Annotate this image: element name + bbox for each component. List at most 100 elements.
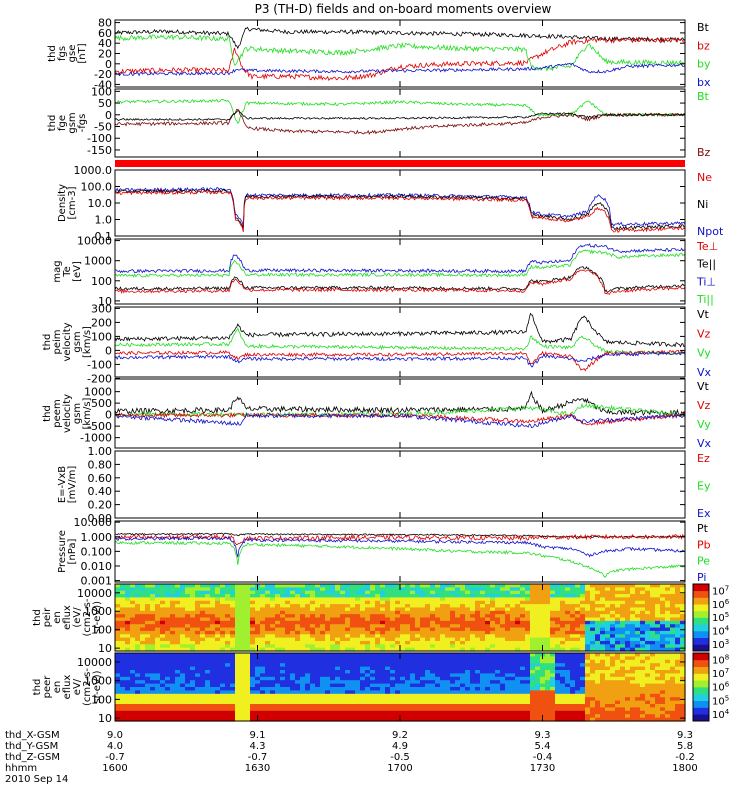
y-tick-label: 0.20 bbox=[88, 499, 113, 512]
spectrogram-cell bbox=[375, 700, 381, 705]
spectrogram-cell bbox=[560, 717, 566, 722]
colorbar-swatch bbox=[693, 624, 709, 632]
spectrogram-cell bbox=[445, 663, 451, 668]
spectrogram-cell bbox=[500, 620, 506, 625]
spectrogram-cell bbox=[460, 659, 466, 664]
spectrogram-cell bbox=[385, 710, 391, 715]
spectrogram-cell bbox=[270, 653, 276, 657]
spectrogram-cell bbox=[470, 634, 476, 639]
spectrogram-cell bbox=[575, 717, 581, 722]
spectrogram-cell bbox=[335, 644, 341, 649]
spectrogram-cell bbox=[530, 663, 536, 668]
spectrogram-cell bbox=[635, 697, 641, 702]
spectrogram-cell bbox=[605, 653, 611, 657]
spectrogram-cell bbox=[675, 617, 681, 622]
spectrogram-cell bbox=[565, 659, 571, 664]
spectrogram-cell bbox=[495, 587, 501, 592]
spectrogram-cell bbox=[130, 693, 136, 698]
spectrogram-cell bbox=[500, 659, 506, 664]
spectrogram-cell bbox=[310, 704, 316, 708]
spectrogram-cell bbox=[225, 624, 231, 629]
spectrogram-cell bbox=[160, 617, 166, 622]
spectrogram-cell bbox=[400, 630, 406, 635]
y-tick-label: 0.100 bbox=[81, 545, 113, 558]
spectrogram-cell bbox=[165, 714, 171, 719]
spectrogram-cell bbox=[220, 666, 226, 671]
spectrogram-cell bbox=[215, 594, 221, 598]
spectrogram-cell bbox=[310, 617, 316, 622]
spectrogram-cell bbox=[260, 617, 266, 622]
spectrogram-cell bbox=[515, 614, 521, 619]
spectrogram-cell bbox=[500, 710, 506, 715]
spectrogram-cell bbox=[580, 624, 586, 629]
spectrogram-cell bbox=[575, 594, 581, 598]
spectrogram-cell bbox=[440, 604, 446, 609]
spectrogram-cell bbox=[355, 584, 361, 588]
spectrogram-cell bbox=[570, 693, 576, 698]
spectrogram-cell bbox=[270, 687, 276, 691]
spectrogram-cell bbox=[665, 624, 671, 629]
spectrogram-cell bbox=[415, 717, 421, 722]
spectrogram-cell bbox=[465, 597, 471, 602]
spectrogram-cell bbox=[540, 693, 546, 698]
spectrogram-cell bbox=[255, 697, 261, 702]
legend-bx: bx bbox=[697, 76, 711, 89]
spectrogram-cell bbox=[520, 663, 526, 668]
spectrogram-cell bbox=[550, 614, 556, 619]
spectrogram-cell bbox=[535, 640, 541, 645]
spectrogram-cell bbox=[280, 693, 286, 698]
spectrogram-cell bbox=[215, 704, 221, 708]
spectrogram-cell bbox=[545, 700, 551, 705]
spectrogram-cell bbox=[260, 663, 266, 668]
spectrogram-cell bbox=[165, 700, 171, 705]
spectrogram-cell bbox=[265, 637, 271, 642]
spectrogram-cell bbox=[410, 687, 416, 691]
spectrogram-cell bbox=[555, 617, 561, 622]
spectrogram-cell bbox=[345, 637, 351, 642]
y-tick-label: 100.0 bbox=[81, 181, 113, 194]
spectrogram-cell bbox=[355, 627, 361, 632]
spectrogram-cell bbox=[590, 617, 596, 622]
spectrogram-cell bbox=[340, 637, 346, 642]
spectrogram-cell bbox=[315, 673, 321, 678]
spectrogram-cell bbox=[115, 670, 121, 674]
spectrogram-cell bbox=[415, 640, 421, 645]
spectrogram-cell bbox=[555, 587, 561, 592]
spectrogram-cell bbox=[520, 597, 526, 602]
spectrogram-cell bbox=[570, 640, 576, 645]
spectrogram-cell bbox=[325, 687, 331, 691]
spectrogram-cell bbox=[300, 620, 306, 625]
spectrogram-cell bbox=[460, 637, 466, 642]
spectrogram-cell bbox=[555, 653, 561, 657]
spectrogram-cell bbox=[135, 676, 141, 681]
spectrogram-cell bbox=[325, 624, 331, 629]
spectrogram-cell bbox=[665, 594, 671, 598]
spectrogram-cell bbox=[415, 637, 421, 642]
spectrogram-cell bbox=[395, 614, 401, 619]
spectrogram-cell bbox=[385, 637, 391, 642]
spectrogram-cell bbox=[245, 659, 251, 664]
spectrogram-cell bbox=[265, 587, 271, 592]
spectrogram-cell bbox=[575, 683, 581, 688]
spectrogram-cell bbox=[475, 647, 481, 652]
spectrogram-cell bbox=[150, 690, 156, 695]
spectrogram-cell bbox=[455, 620, 461, 625]
spectrogram-cell bbox=[140, 637, 146, 642]
spectrogram-cell bbox=[370, 634, 376, 639]
spectrogram-cell bbox=[400, 680, 406, 685]
spectrogram-cell bbox=[325, 627, 331, 632]
spectrogram-cell bbox=[445, 594, 451, 598]
spectrogram-cell bbox=[595, 666, 601, 671]
spectrogram-cell bbox=[140, 714, 146, 719]
spectrogram-cell bbox=[670, 647, 676, 652]
spectrogram-cell bbox=[625, 644, 631, 649]
spectrogram-cell bbox=[370, 610, 376, 615]
spectrogram-cell bbox=[295, 604, 301, 609]
spectrogram-cell bbox=[430, 680, 436, 685]
spectrogram-cell bbox=[365, 666, 371, 671]
spectrogram-cell bbox=[645, 683, 651, 688]
spectrogram-cell bbox=[150, 653, 156, 657]
spectrogram-cell bbox=[435, 640, 441, 645]
spectrogram-cell bbox=[415, 707, 421, 712]
spectrogram-cell bbox=[395, 700, 401, 705]
